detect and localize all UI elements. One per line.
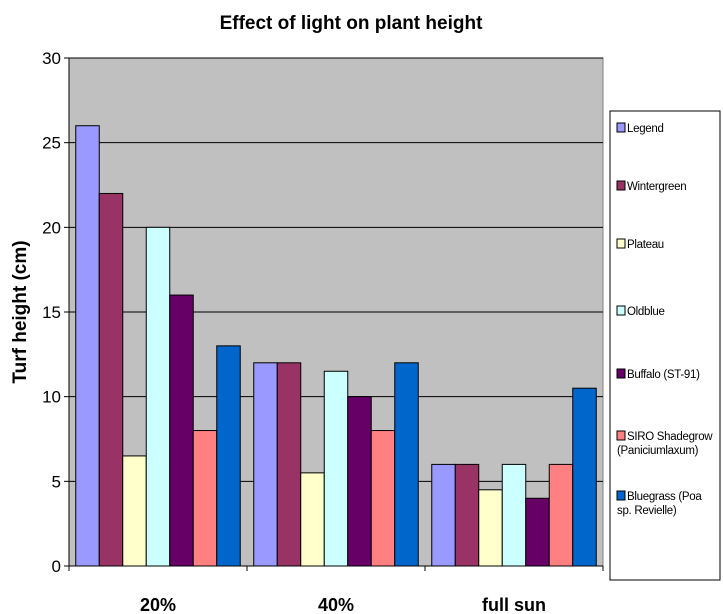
y-tick-label: 10 (42, 388, 61, 407)
y-axis-ticks: 0 5 10 15 20 25 30 (42, 49, 69, 576)
bar (548, 463, 574, 567)
bar (431, 463, 456, 567)
x-category-label: 40% (318, 595, 354, 614)
legend-swatch (616, 180, 626, 191)
chart-title: Effect of light on plant height (220, 13, 483, 34)
legend-swatch (616, 430, 626, 441)
bar (122, 455, 147, 567)
bar (478, 489, 503, 567)
y-tick-label: 15 (42, 303, 61, 322)
legend-box (609, 110, 721, 581)
bar (169, 294, 194, 567)
legend-swatch (616, 238, 626, 249)
legend-swatch (616, 122, 626, 133)
y-tick-label: 30 (42, 49, 61, 68)
bar (572, 387, 597, 567)
legend-swatch (616, 305, 626, 316)
legend-swatch (616, 368, 626, 379)
legend-label: Wintergreen (627, 181, 686, 193)
bar (98, 192, 124, 567)
x-axis-categories: 20% 40% full sun (68, 566, 604, 614)
y-tick-label: 5 (52, 472, 61, 491)
bar (501, 463, 527, 567)
legend: Legend Wintergreen Plateau Oldblue Buffalo (… (609, 110, 721, 581)
bar (192, 430, 218, 567)
bar (370, 430, 396, 567)
bar (300, 472, 325, 567)
legend-label: SIRO Shadegrow (Paniciumlaxum) (617, 431, 713, 457)
legend-label: Bluegrass (Poa sp. Revielle) (617, 491, 702, 517)
bar (145, 226, 171, 567)
bar (394, 362, 419, 567)
legend-label: Buffalo (ST-91) (627, 369, 700, 381)
legend-label: Plateau (627, 239, 664, 251)
y-tick-label: 0 (52, 557, 61, 576)
x-category-label: full sun (482, 595, 546, 614)
bar (525, 497, 550, 567)
legend-items: Legend Wintergreen Plateau Oldblue Buffalo (… (616, 122, 714, 517)
bar (347, 396, 372, 567)
y-tick-label: 25 (42, 134, 61, 153)
legend-swatch (616, 490, 626, 501)
bar (454, 463, 480, 567)
legend-label: Oldblue (627, 306, 665, 318)
bar (323, 370, 349, 567)
y-axis-label: Turf height (cm) (10, 240, 31, 383)
y-tick-label: 20 (42, 218, 61, 237)
bar (276, 362, 302, 567)
bars (75, 125, 597, 567)
bar (75, 125, 100, 567)
bar (253, 362, 278, 567)
bar (216, 345, 241, 567)
plot-area (68, 57, 604, 567)
x-category-label: 20% (140, 595, 176, 614)
legend-label: Legend (627, 123, 664, 135)
